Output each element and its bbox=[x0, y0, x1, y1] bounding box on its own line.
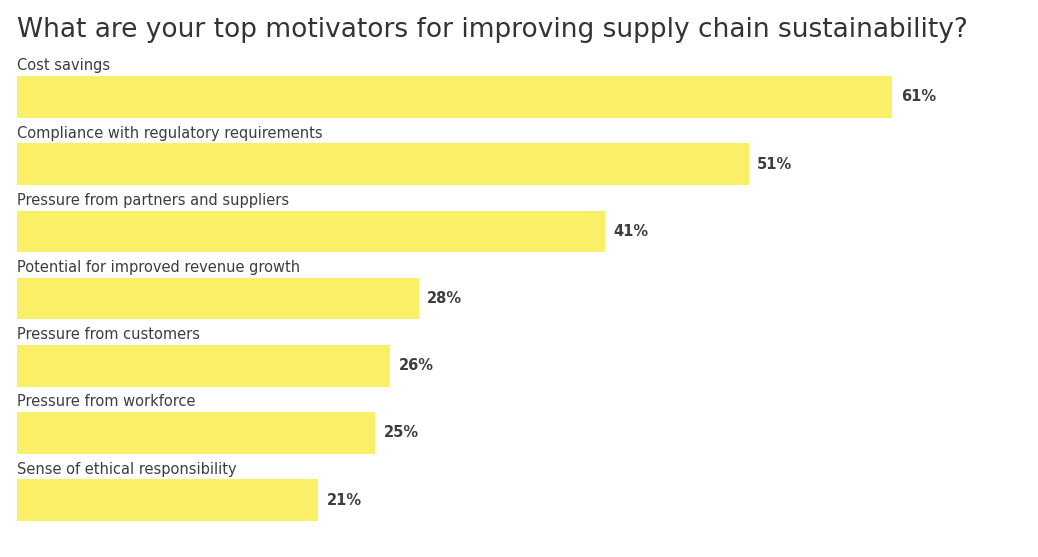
Text: 25%: 25% bbox=[384, 426, 419, 441]
Bar bbox=[17, 345, 390, 387]
Text: Pressure from customers: Pressure from customers bbox=[17, 327, 199, 342]
Text: 21%: 21% bbox=[327, 492, 362, 507]
Bar bbox=[17, 211, 605, 252]
Bar bbox=[17, 278, 418, 319]
Text: 41%: 41% bbox=[613, 224, 649, 239]
Bar bbox=[17, 412, 376, 454]
Text: Cost savings: Cost savings bbox=[17, 58, 110, 74]
Text: 26%: 26% bbox=[399, 358, 434, 373]
Text: Pressure from workforce: Pressure from workforce bbox=[17, 394, 195, 409]
Text: Potential for improved revenue growth: Potential for improved revenue growth bbox=[17, 260, 300, 275]
Text: Sense of ethical responsibility: Sense of ethical responsibility bbox=[17, 462, 237, 477]
Text: Compliance with regulatory requirements: Compliance with regulatory requirements bbox=[17, 126, 322, 141]
Bar bbox=[17, 76, 893, 118]
Bar bbox=[17, 479, 318, 521]
Text: 61%: 61% bbox=[901, 90, 936, 105]
Text: 28%: 28% bbox=[428, 291, 462, 306]
Bar bbox=[17, 143, 748, 185]
Text: What are your top motivators for improving supply chain sustainability?: What are your top motivators for improvi… bbox=[17, 17, 967, 43]
Text: 51%: 51% bbox=[758, 157, 792, 172]
Text: Pressure from partners and suppliers: Pressure from partners and suppliers bbox=[17, 193, 289, 208]
